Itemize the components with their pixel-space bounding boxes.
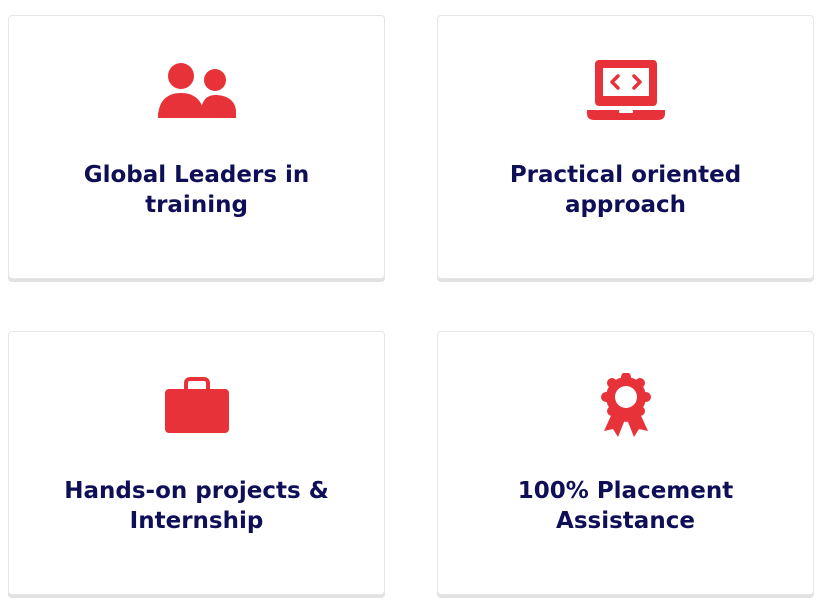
feature-title: Hands-on projects & Internship bbox=[64, 478, 329, 534]
feature-title: Practical oriented approach bbox=[509, 162, 742, 218]
award-ribbon-icon bbox=[584, 372, 668, 440]
feature-card-global-leaders: Global Leaders in training bbox=[8, 15, 385, 279]
feature-title: Global Leaders in training bbox=[83, 162, 310, 218]
laptop-code-icon bbox=[584, 56, 668, 124]
briefcase-icon bbox=[155, 372, 239, 440]
users-icon bbox=[155, 56, 239, 124]
feature-card-hands-on-projects: Hands-on projects & Internship bbox=[8, 331, 385, 595]
feature-title: 100% Placement Assistance bbox=[517, 478, 734, 534]
feature-card-placement-assistance: 100% Placement Assistance bbox=[437, 331, 814, 595]
feature-card-practical-approach: Practical oriented approach bbox=[437, 15, 814, 279]
